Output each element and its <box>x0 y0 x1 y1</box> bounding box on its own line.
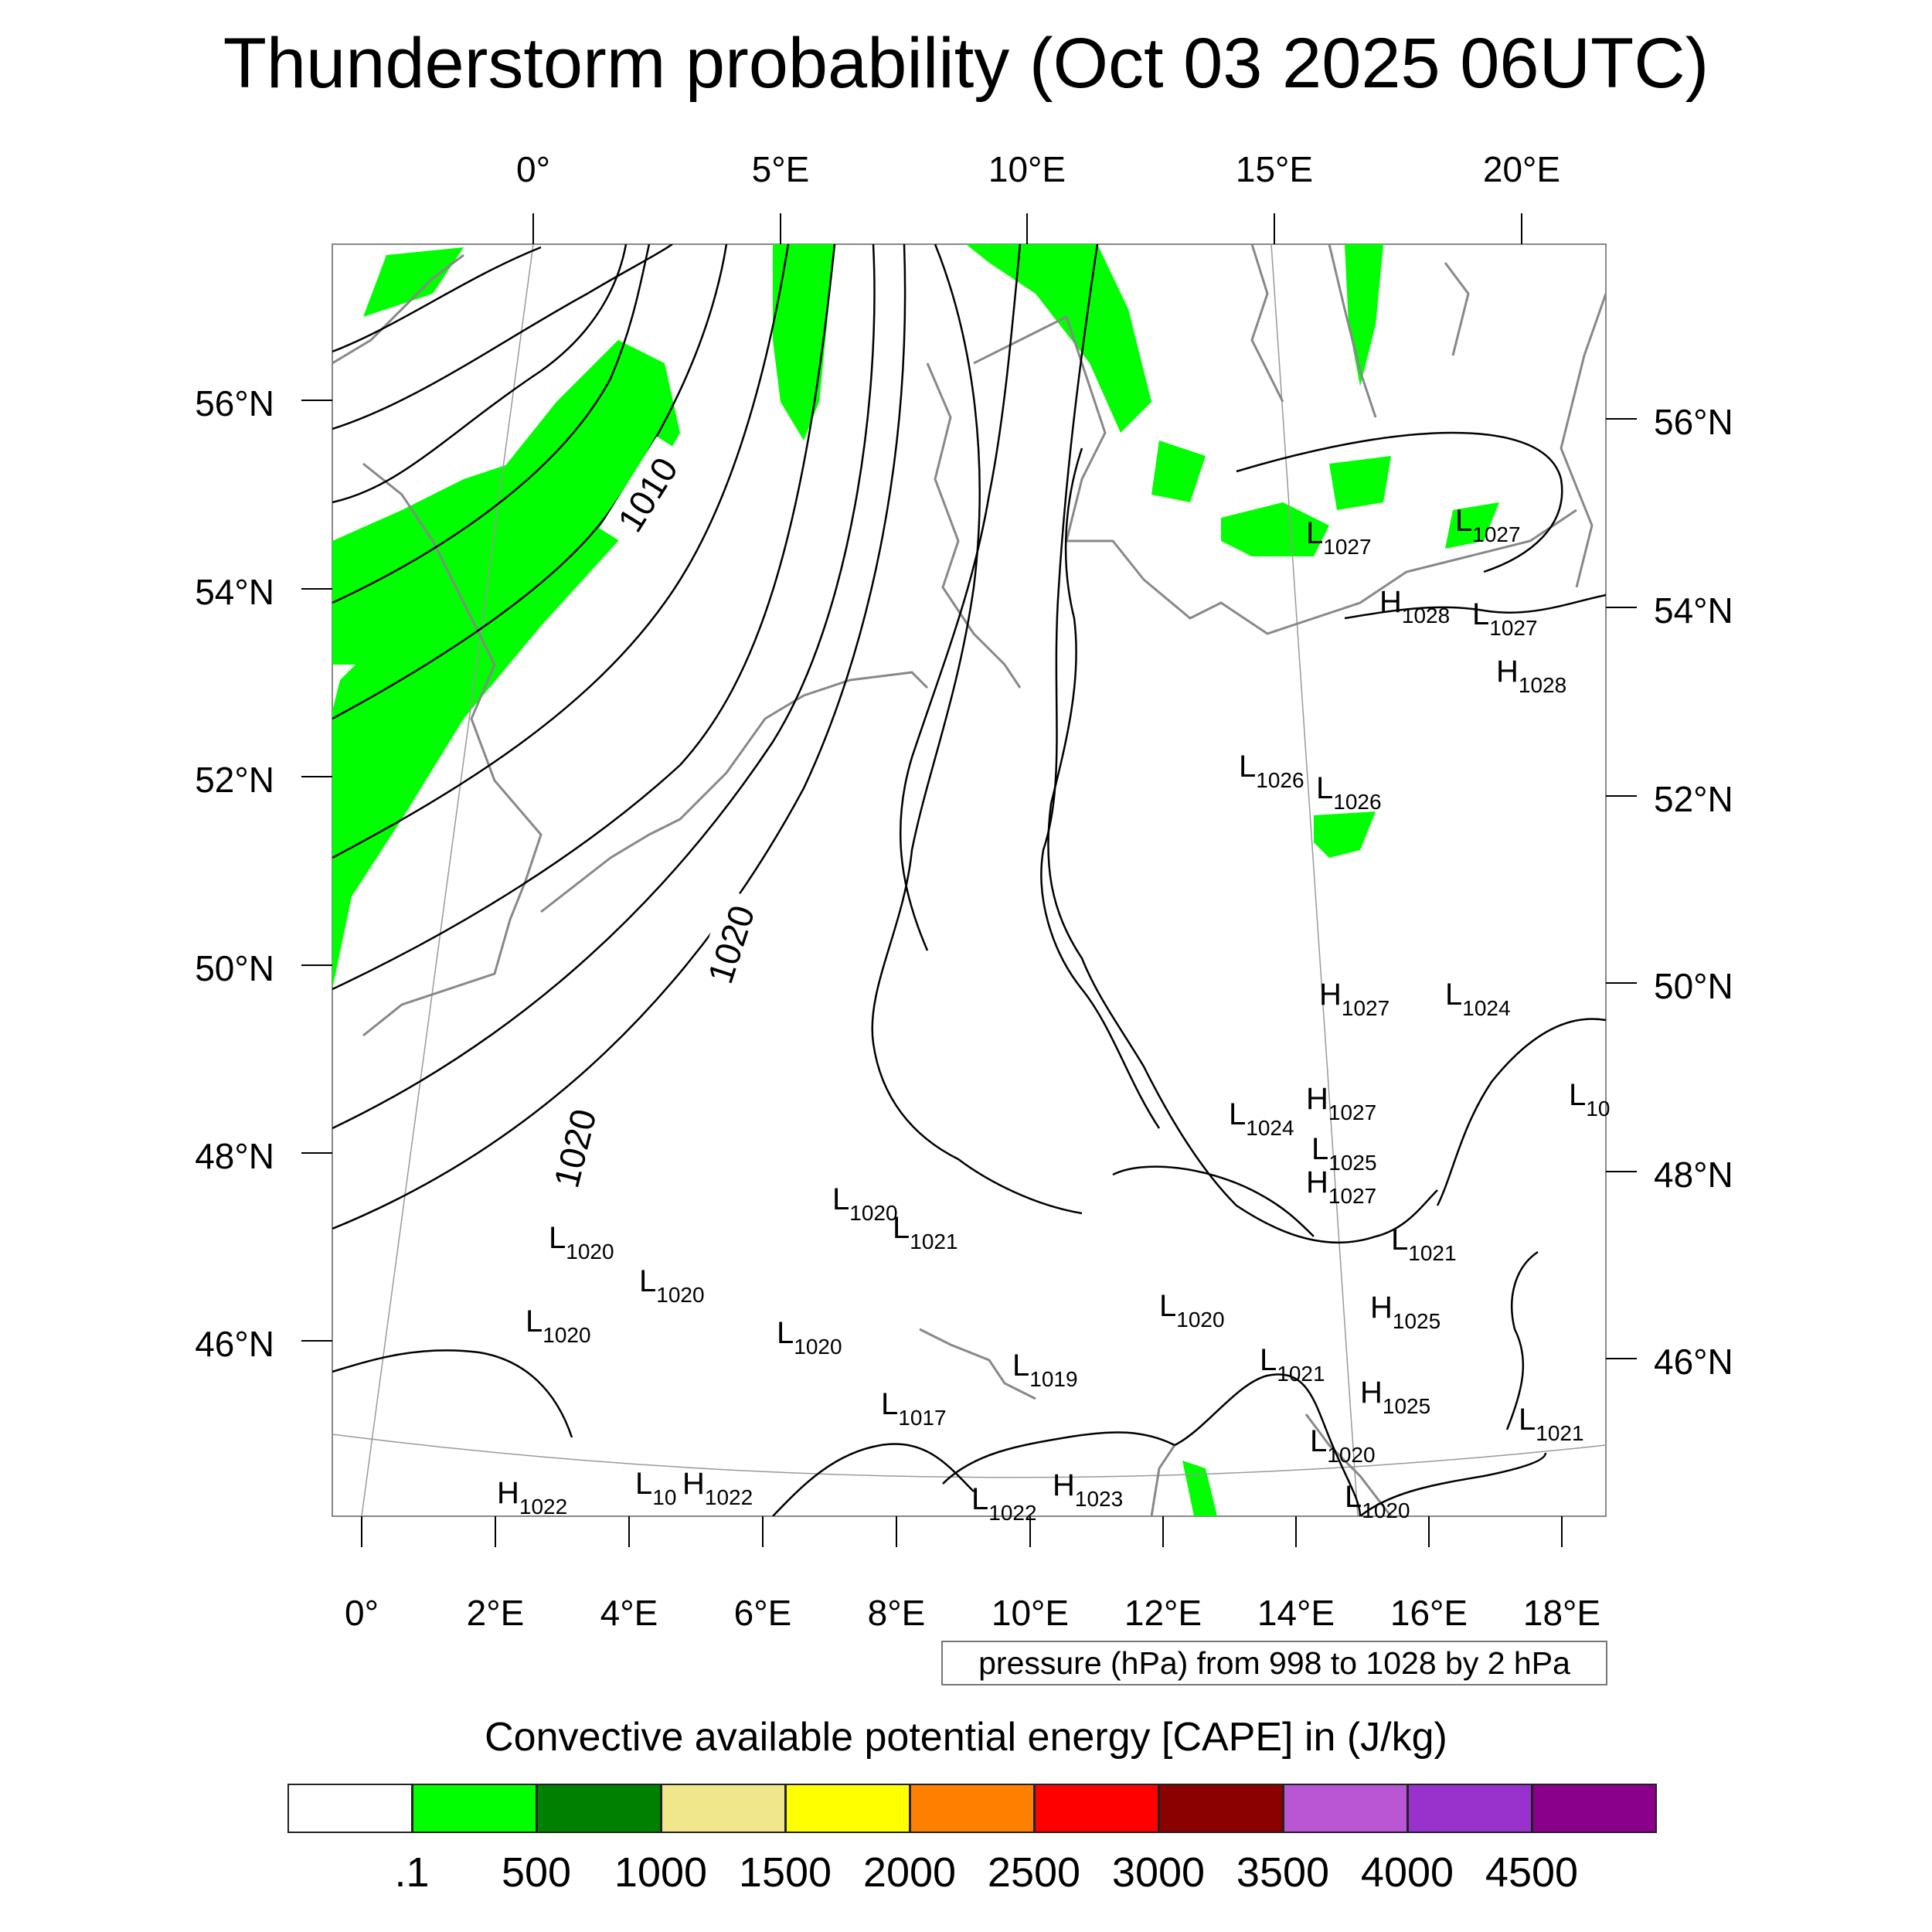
left-lat-tick: 56°N <box>195 383 274 423</box>
colorbar-swatch <box>785 1784 910 1833</box>
pressure-center: L1021 <box>1519 1403 1584 1445</box>
bottom-lon-tick: 16°E <box>1389 1593 1468 1633</box>
colorbar-label: 1500 <box>738 1849 832 1896</box>
pressure-center: L1027 <box>1306 516 1372 559</box>
pressure-center: L1024 <box>1229 1097 1294 1140</box>
colorbar-title: Convective available potential energy [C… <box>485 1715 1447 1760</box>
colorbar-swatch <box>287 1784 413 1833</box>
colorbar-swatch <box>536 1784 662 1833</box>
left-lat-tick: 52°N <box>195 760 274 800</box>
pressure-center: L1020 <box>1310 1424 1376 1467</box>
pressure-center: L1020 <box>832 1182 898 1225</box>
colorbar-swatch <box>1283 1784 1408 1833</box>
isobars <box>332 244 1606 1516</box>
right-lat-tick: 48°N <box>1654 1155 1733 1195</box>
pressure-center: L1020 <box>639 1264 705 1307</box>
pressure-center: H1025 <box>1370 1291 1441 1333</box>
pressure-center: L1022 <box>971 1482 1037 1525</box>
pressure-center: L1027 <box>1472 597 1538 640</box>
pressure-note: pressure (hPa) from 998 to 1028 by 2 hPa <box>941 1641 1607 1685</box>
top-lon-tick: 0° <box>516 149 550 189</box>
colorbar-label: 4000 <box>1360 1849 1454 1896</box>
top-lon-tick: 5°E <box>751 149 810 189</box>
colorbar-label: 2000 <box>862 1849 957 1896</box>
pressure-center: H1027 <box>1306 1165 1377 1208</box>
pressure-center: L1020 <box>777 1316 842 1359</box>
pressure-center: L1021 <box>893 1211 958 1253</box>
colorbar-swatch <box>412 1784 537 1833</box>
right-lat-tick: 46°N <box>1654 1342 1733 1382</box>
bottom-lon-tick: 4°E <box>600 1593 658 1633</box>
colorbar-label: 3500 <box>1236 1849 1330 1896</box>
coastlines <box>332 244 1606 1516</box>
pressure-center: H1022 <box>497 1476 568 1519</box>
colorbar-swatch <box>1532 1784 1657 1833</box>
top-lon-tick: 10°E <box>988 149 1066 189</box>
bottom-lon-tick: 8°E <box>867 1593 926 1633</box>
bottom-lon-tick: 18°E <box>1522 1593 1601 1633</box>
left-lat-tick: 50°N <box>195 948 274 988</box>
bottom-lon-tick: 0° <box>345 1593 379 1633</box>
colorbar-swatch <box>1407 1784 1532 1833</box>
top-lon-tick: 15°E <box>1235 149 1314 189</box>
pressure-center: L1024 <box>1445 978 1511 1020</box>
colorbar-swatch <box>910 1784 1035 1833</box>
pressure-center: H1028 <box>1496 655 1567 697</box>
pressure-center: H1027 <box>1306 1082 1377 1124</box>
pressure-center: L1027 <box>1455 504 1521 546</box>
pressure-center: L10 <box>1569 1078 1611 1121</box>
right-lat-tick: 50°N <box>1654 966 1733 1006</box>
left-lat-tick: 48°N <box>195 1136 274 1176</box>
colorbar-label: 500 <box>501 1849 572 1896</box>
pressure-center: L1020 <box>549 1221 614 1264</box>
colorbar-label: 2500 <box>987 1849 1081 1896</box>
pressure-center: L1020 <box>1159 1289 1225 1332</box>
graticule <box>332 244 1606 1516</box>
pressure-center: H1025 <box>1360 1376 1431 1418</box>
colorbar-swatch <box>1158 1784 1284 1833</box>
map-title: Thunderstorm probability (Oct 03 2025 06… <box>223 24 1709 103</box>
tick-marks <box>301 213 1637 1547</box>
right-lat-tick: 52°N <box>1654 779 1733 819</box>
pressure-center: L1021 <box>1391 1223 1457 1265</box>
pressure-center: H1023 <box>1053 1468 1124 1511</box>
colorbar-label: 1000 <box>614 1849 708 1896</box>
right-lat-tick: 56°N <box>1654 402 1733 442</box>
top-lon-tick: 20°E <box>1482 149 1561 189</box>
pressure-center: L1017 <box>881 1387 947 1430</box>
cape-regions <box>332 244 1499 1516</box>
bottom-lon-tick: 6°E <box>733 1593 792 1633</box>
pressure-center: L1026 <box>1316 771 1382 814</box>
colorbar-swatch <box>661 1784 786 1833</box>
pressure-center: L1020 <box>1345 1480 1410 1522</box>
pressure-center: L1025 <box>1311 1132 1377 1175</box>
colorbar-label: 4500 <box>1485 1849 1579 1896</box>
colorbar-label: .1 <box>394 1849 430 1896</box>
colorbar-label: 3000 <box>1111 1849 1206 1896</box>
pressure-center: H1028 <box>1379 585 1451 628</box>
left-lat-tick: 54°N <box>195 572 274 612</box>
left-lat-tick: 46°N <box>195 1324 274 1364</box>
pressure-center: L1021 <box>1260 1343 1325 1386</box>
pressure-center: L10 <box>635 1467 677 1509</box>
pressure-center: H1022 <box>682 1467 753 1509</box>
right-lat-tick: 54°N <box>1654 590 1733 631</box>
bottom-lon-tick: 10°E <box>991 1593 1070 1633</box>
pressure-center: L1019 <box>1012 1349 1078 1391</box>
bottom-lon-tick: 12°E <box>1124 1593 1202 1633</box>
pressure-center: H1027 <box>1319 978 1390 1020</box>
bottom-lon-tick: 2°E <box>466 1593 525 1633</box>
pressure-center: L1020 <box>526 1304 591 1347</box>
bottom-lon-tick: 14°E <box>1257 1593 1335 1633</box>
colorbar-swatch <box>1034 1784 1159 1833</box>
pressure-center: L1026 <box>1239 750 1304 792</box>
